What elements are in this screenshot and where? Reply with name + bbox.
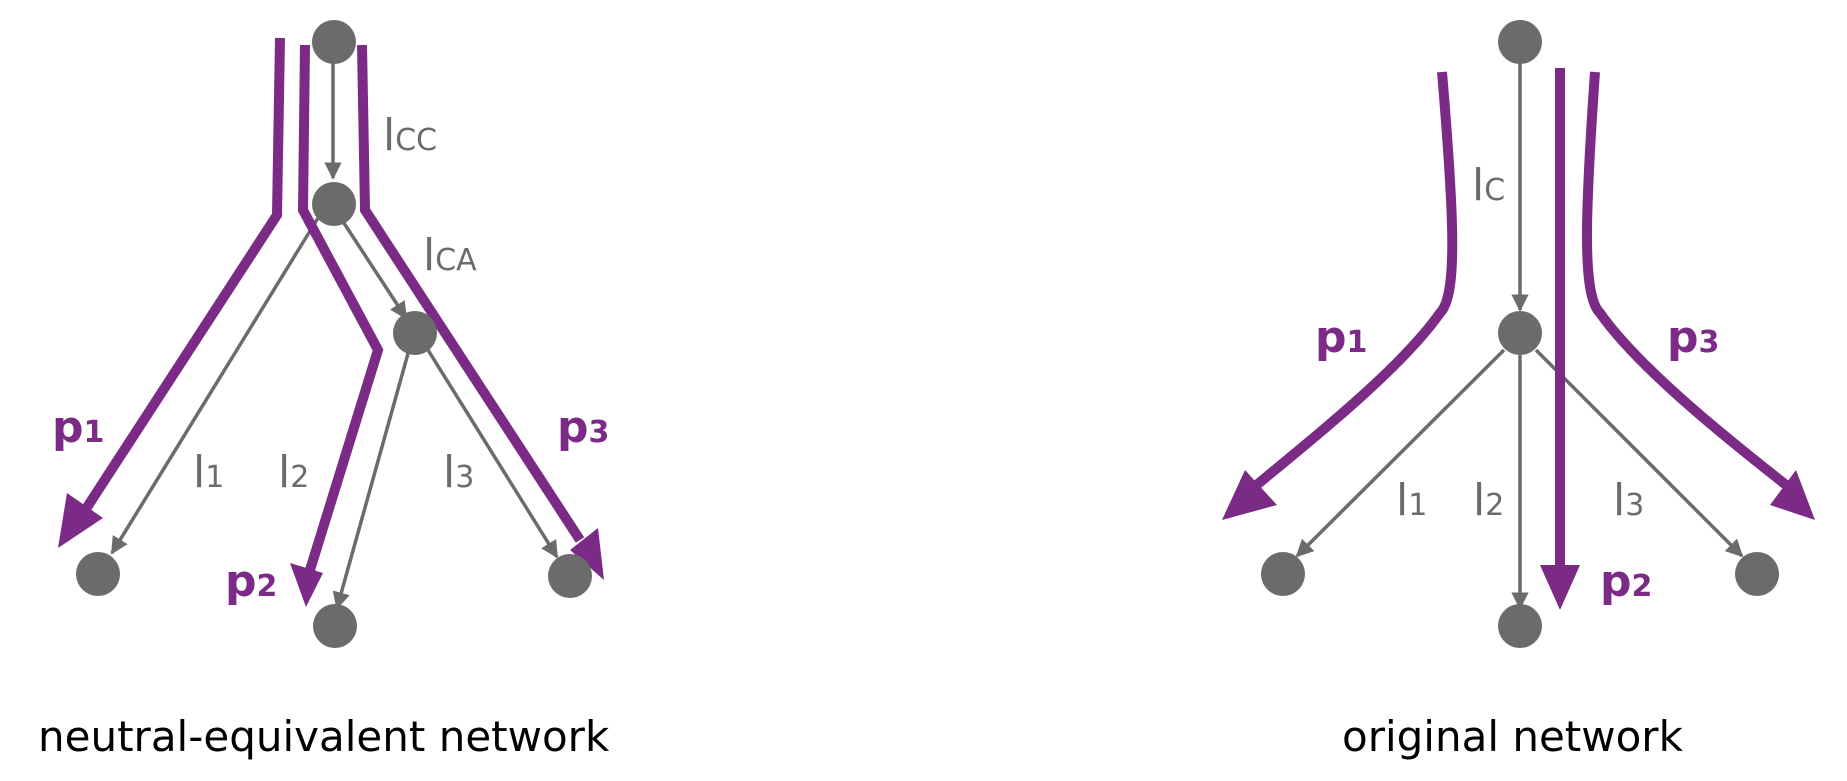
edge-l-1 (110, 217, 320, 555)
label-l-ca: lCA (423, 230, 477, 281)
node-c (312, 182, 356, 226)
edge-l-2 (332, 349, 411, 610)
right-label-p1: p1 (1315, 312, 1367, 363)
right-node-top (1498, 20, 1542, 64)
right-label-l-1: l1 (1396, 475, 1427, 526)
right-label-l-3: l3 (1613, 475, 1644, 526)
node-top (312, 20, 356, 64)
left-caption: neutral-equivalent network (38, 712, 610, 761)
right-label-l-2: l2 (1473, 475, 1504, 526)
label-l-2: l2 (278, 447, 309, 498)
edge-l-ca (338, 216, 408, 320)
right-node-leaf-1 (1261, 552, 1305, 596)
right-path-p3 (1582, 71, 1815, 520)
label-l-cc: lCC (383, 110, 437, 161)
path-p2 (290, 44, 384, 607)
node-leaf-2 (313, 604, 357, 648)
right-node-c (1498, 311, 1542, 355)
label-l-1: l1 (193, 447, 224, 498)
node-leaf-1 (76, 552, 120, 596)
path-p1 (58, 37, 285, 548)
edge-l-3 (426, 349, 559, 559)
right-label-p2: p2 (1600, 556, 1652, 607)
right-network: lC l1 l2 l3 p1 p2 p3 (1222, 20, 1815, 648)
edge-r-l-3 (1534, 348, 1744, 558)
right-label-p3: p3 (1667, 312, 1719, 363)
left-network: lCC lCA l1 l2 l3 p1 p2 p3 (52, 20, 609, 648)
label-p2: p2 (225, 556, 277, 607)
path-p3 (357, 44, 604, 580)
right-node-leaf-3 (1735, 552, 1779, 596)
right-caption: original network (1342, 712, 1683, 761)
node-a (393, 311, 437, 355)
label-l-3: l3 (443, 447, 474, 498)
node-leaf-3 (548, 554, 592, 598)
edge-r-l-1 (1295, 348, 1506, 558)
right-label-l-c: lC (1472, 160, 1505, 211)
label-p3: p3 (557, 402, 609, 453)
right-path-p2 (1540, 68, 1580, 610)
right-path-p1 (1222, 71, 1458, 520)
right-node-leaf-2 (1498, 604, 1542, 648)
label-p1: p1 (52, 402, 104, 453)
